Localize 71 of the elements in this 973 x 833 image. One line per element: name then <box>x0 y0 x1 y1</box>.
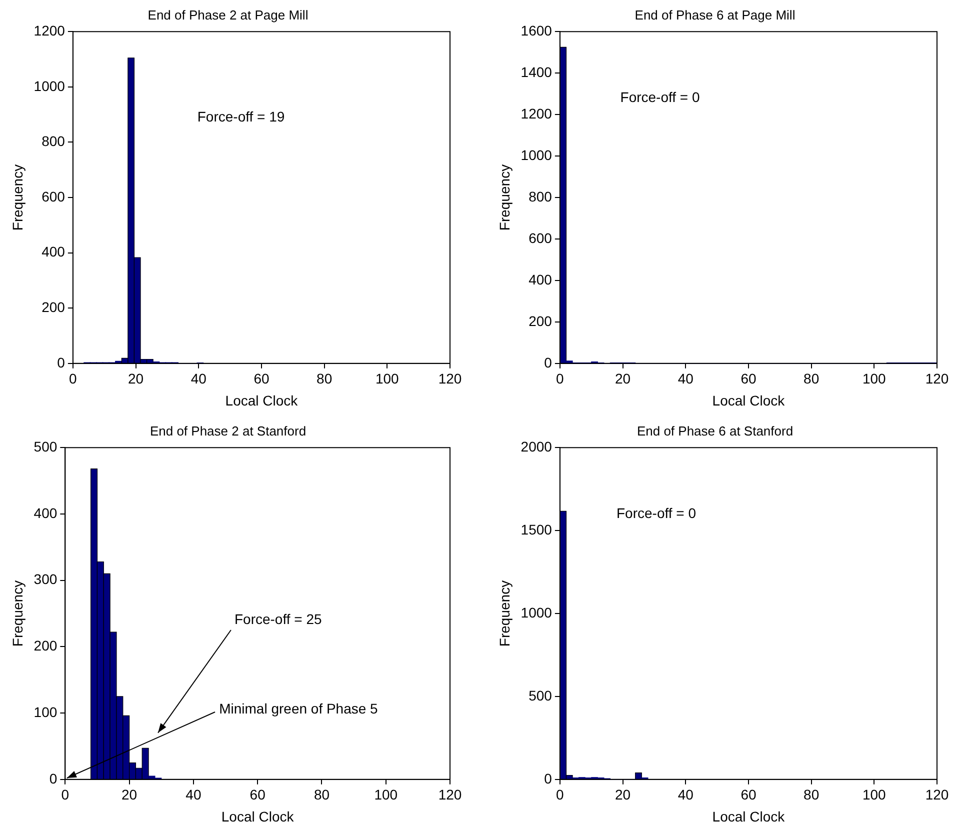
y-tick-label: 2000 <box>520 438 552 454</box>
y-tick-label: 1400 <box>520 64 552 80</box>
y-tick-label: 400 <box>42 244 66 260</box>
chart-title: End of Phase 6 at Page Mill <box>634 7 796 22</box>
x-tick-label: 40 <box>186 786 202 803</box>
y-tick-label: 1200 <box>520 105 552 122</box>
y-tick-label: 800 <box>42 133 66 150</box>
y-tick-label: 800 <box>528 188 552 204</box>
x-tick-label: 120 <box>925 786 949 803</box>
annotation: Force-off = 25 <box>234 610 322 627</box>
y-tick-label: 100 <box>34 704 58 720</box>
x-tick-label: 40 <box>190 370 207 387</box>
x-tick-label: 20 <box>615 370 631 387</box>
annotation: Force-off = 0 <box>616 504 696 521</box>
x-tick-label: 0 <box>69 370 78 387</box>
y-axis-title: Frequency <box>496 164 512 231</box>
x-tick-label: 120 <box>438 786 462 803</box>
y-tick-label: 0 <box>544 354 552 370</box>
y-tick-label: 400 <box>528 271 552 288</box>
y-tick-label: 600 <box>42 188 66 204</box>
y-tick-label: 1000 <box>520 604 552 620</box>
y-tick-label: 1000 <box>520 146 552 163</box>
x-tick-label: 0 <box>556 370 564 387</box>
y-tick-label: 500 <box>34 438 58 454</box>
x-tick-label: 80 <box>316 370 332 387</box>
x-tick-label: 20 <box>615 786 631 803</box>
annotation: Minimal green of Phase 5 <box>219 700 378 717</box>
chart-title: End of Phase 2 at Page Mill <box>148 7 308 22</box>
x-tick-label: 60 <box>740 370 756 387</box>
x-tick-label: 100 <box>374 786 398 803</box>
x-axis-title: Local Clock <box>225 392 299 408</box>
x-tick-label: 100 <box>862 786 886 803</box>
annotation: Force-off = 0 <box>620 88 700 105</box>
x-tick-label: 80 <box>314 786 330 803</box>
y-tick-label: 600 <box>528 230 552 246</box>
y-tick-label: 200 <box>42 298 66 315</box>
chart-title: End of Phase 2 at Stanford <box>150 423 306 438</box>
y-tick-label: 1000 <box>34 78 66 94</box>
x-tick-label: 20 <box>122 786 138 803</box>
y-tick-label: 300 <box>34 571 58 588</box>
y-tick-label: 0 <box>544 770 552 786</box>
y-tick-label: 500 <box>528 687 552 704</box>
y-tick-label: 0 <box>49 770 58 786</box>
y-tick-label: 400 <box>34 504 58 521</box>
y-tick-label: 0 <box>57 354 66 370</box>
y-tick-label: 200 <box>34 638 58 654</box>
x-tick-label: 40 <box>678 370 694 387</box>
y-axis-title: Frequency <box>9 580 26 647</box>
x-tick-label: 60 <box>250 786 266 803</box>
x-axis-title: Local Clock <box>712 392 786 408</box>
x-tick-label: 60 <box>740 786 756 803</box>
x-tick-label: 120 <box>438 370 462 387</box>
y-axis-title: Frequency <box>9 164 26 231</box>
x-tick-label: 100 <box>375 370 400 387</box>
y-tick-label: 1200 <box>34 22 66 38</box>
y-axis-title: Frequency <box>496 580 512 647</box>
x-tick-label: 120 <box>925 370 949 387</box>
y-tick-label: 1500 <box>520 521 552 538</box>
x-tick-label: 20 <box>128 370 144 387</box>
chart-title: End of Phase 6 at Stanford <box>636 423 794 438</box>
x-tick-label: 80 <box>804 786 820 803</box>
y-tick-label: 1600 <box>520 22 552 38</box>
annotation: Force-off = 19 <box>197 108 285 125</box>
x-tick-label: 40 <box>678 786 694 803</box>
x-axis-title: Local Clock <box>221 808 295 824</box>
x-tick-label: 100 <box>862 370 886 387</box>
x-tick-label: 60 <box>254 370 270 387</box>
y-tick-label: 200 <box>528 312 552 329</box>
x-tick-label: 0 <box>556 786 564 803</box>
x-tick-label: 80 <box>804 370 820 387</box>
x-axis-title: Local Clock <box>712 808 786 824</box>
